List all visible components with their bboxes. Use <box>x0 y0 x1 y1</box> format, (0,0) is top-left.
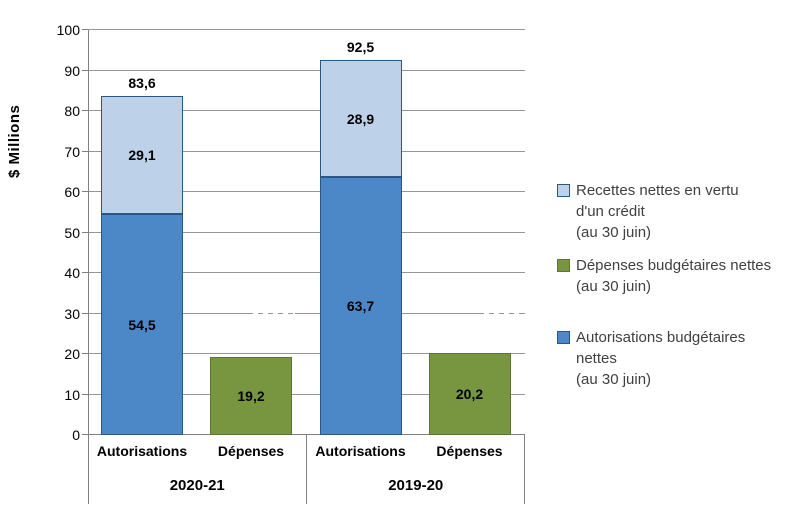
legend-label: nettes <box>576 350 617 367</box>
gridline <box>88 353 525 354</box>
legend-swatch-recettes-icon <box>557 184 570 197</box>
y-tick-label: 100 <box>56 22 80 38</box>
segment-value-label: 19,2 <box>237 388 265 405</box>
y-axis-tick <box>82 434 88 435</box>
gridline <box>88 29 525 30</box>
legend-label: (au 30 juin) <box>576 224 652 241</box>
category-label: Autorisations <box>315 443 406 459</box>
category-label: Dépenses <box>436 443 503 459</box>
legend-item-recettes: Recettes nettes en vertu d'un crédit (au… <box>557 180 795 243</box>
bar-total-label: 83,6 <box>128 75 156 92</box>
category-separator <box>88 435 89 504</box>
category-separator <box>524 435 525 504</box>
bar-segment: 19,2 <box>210 357 292 435</box>
gridline <box>88 231 525 233</box>
y-tick-label: 30 <box>64 305 80 322</box>
legend-label: (au 30 juin) <box>576 278 652 295</box>
y-tick-label: 70 <box>64 143 80 160</box>
y-axis-tick <box>82 312 88 314</box>
bar-total-label: 92,5 <box>346 38 375 55</box>
y-axis-tick <box>82 272 88 273</box>
legend-label: Recettes nettes en vertu <box>576 182 739 199</box>
bar-segment: 54,5 <box>101 214 183 435</box>
gridline <box>88 69 525 71</box>
y-axis-tick <box>82 353 88 354</box>
legend-label: Autorisations budgétaires <box>576 329 746 346</box>
bar-segment: 29,1 <box>101 96 183 215</box>
gridline-erase-artifact <box>253 312 295 315</box>
gridline <box>88 110 525 111</box>
bar-segment: 63,7 <box>319 177 402 435</box>
gridline <box>88 393 525 395</box>
y-tick-label: 0 <box>72 427 80 443</box>
legend-item-autorisations: Autorisations budgétaires nettes (au 30 … <box>557 327 795 390</box>
gridline <box>88 191 525 192</box>
plot-area: 54,5 29,1 83,6 19,2 63,7 28,9 92,5 20,2 <box>82 29 525 435</box>
gridline <box>88 272 525 273</box>
y-tick-label: 80 <box>64 103 80 119</box>
legend-swatch-autorisations-icon <box>557 331 570 344</box>
segment-value-label: 63,7 <box>346 298 375 314</box>
gridline <box>88 312 525 314</box>
y-tick-label: 20 <box>64 346 80 362</box>
legend-swatch-depenses-icon <box>557 259 570 272</box>
y-axis-tick <box>82 110 88 111</box>
legend-item-depenses: Dépenses budgétaires nettes (au 30 juin) <box>557 255 795 297</box>
gridline-erase-artifact <box>484 312 522 315</box>
gridline <box>88 150 525 152</box>
segment-value-label: 29,1 <box>128 147 156 164</box>
y-axis-title: $ Millions <box>6 104 23 178</box>
y-tick-label: 90 <box>64 62 80 79</box>
category-label: Dépenses <box>217 443 285 459</box>
y-tick-label: 60 <box>64 184 80 200</box>
segment-value-label: 54,5 <box>128 316 156 333</box>
y-axis-tick <box>82 393 88 395</box>
legend-label: (au 30 juin) <box>576 371 652 388</box>
legend-label: d'un crédit <box>576 203 645 220</box>
y-axis-tick <box>82 150 88 152</box>
group-label: 2019-20 <box>388 477 444 494</box>
bar-segment: 20,2 <box>428 353 511 435</box>
group-label: 2020-21 <box>169 477 225 494</box>
y-axis-line <box>88 30 89 435</box>
legend-label: Dépenses budgétaires nettes <box>576 257 772 274</box>
y-tick-label: 50 <box>64 224 80 241</box>
y-tick-label: 10 <box>64 386 80 403</box>
category-separator <box>306 435 307 504</box>
y-axis-tick <box>82 69 88 71</box>
bar-segment: 28,9 <box>319 59 402 178</box>
y-axis-tick <box>82 231 88 233</box>
y-axis-tick <box>82 191 88 192</box>
legend: Recettes nettes en vertu d'un crédit (au… <box>557 180 795 390</box>
y-axis-tick <box>82 29 88 30</box>
segment-value-label: 20,2 <box>455 386 484 403</box>
y-tick-label: 40 <box>64 265 80 281</box>
gridline <box>88 434 525 435</box>
category-label: Autorisations <box>96 443 188 459</box>
segment-value-label: 28,9 <box>346 110 375 127</box>
